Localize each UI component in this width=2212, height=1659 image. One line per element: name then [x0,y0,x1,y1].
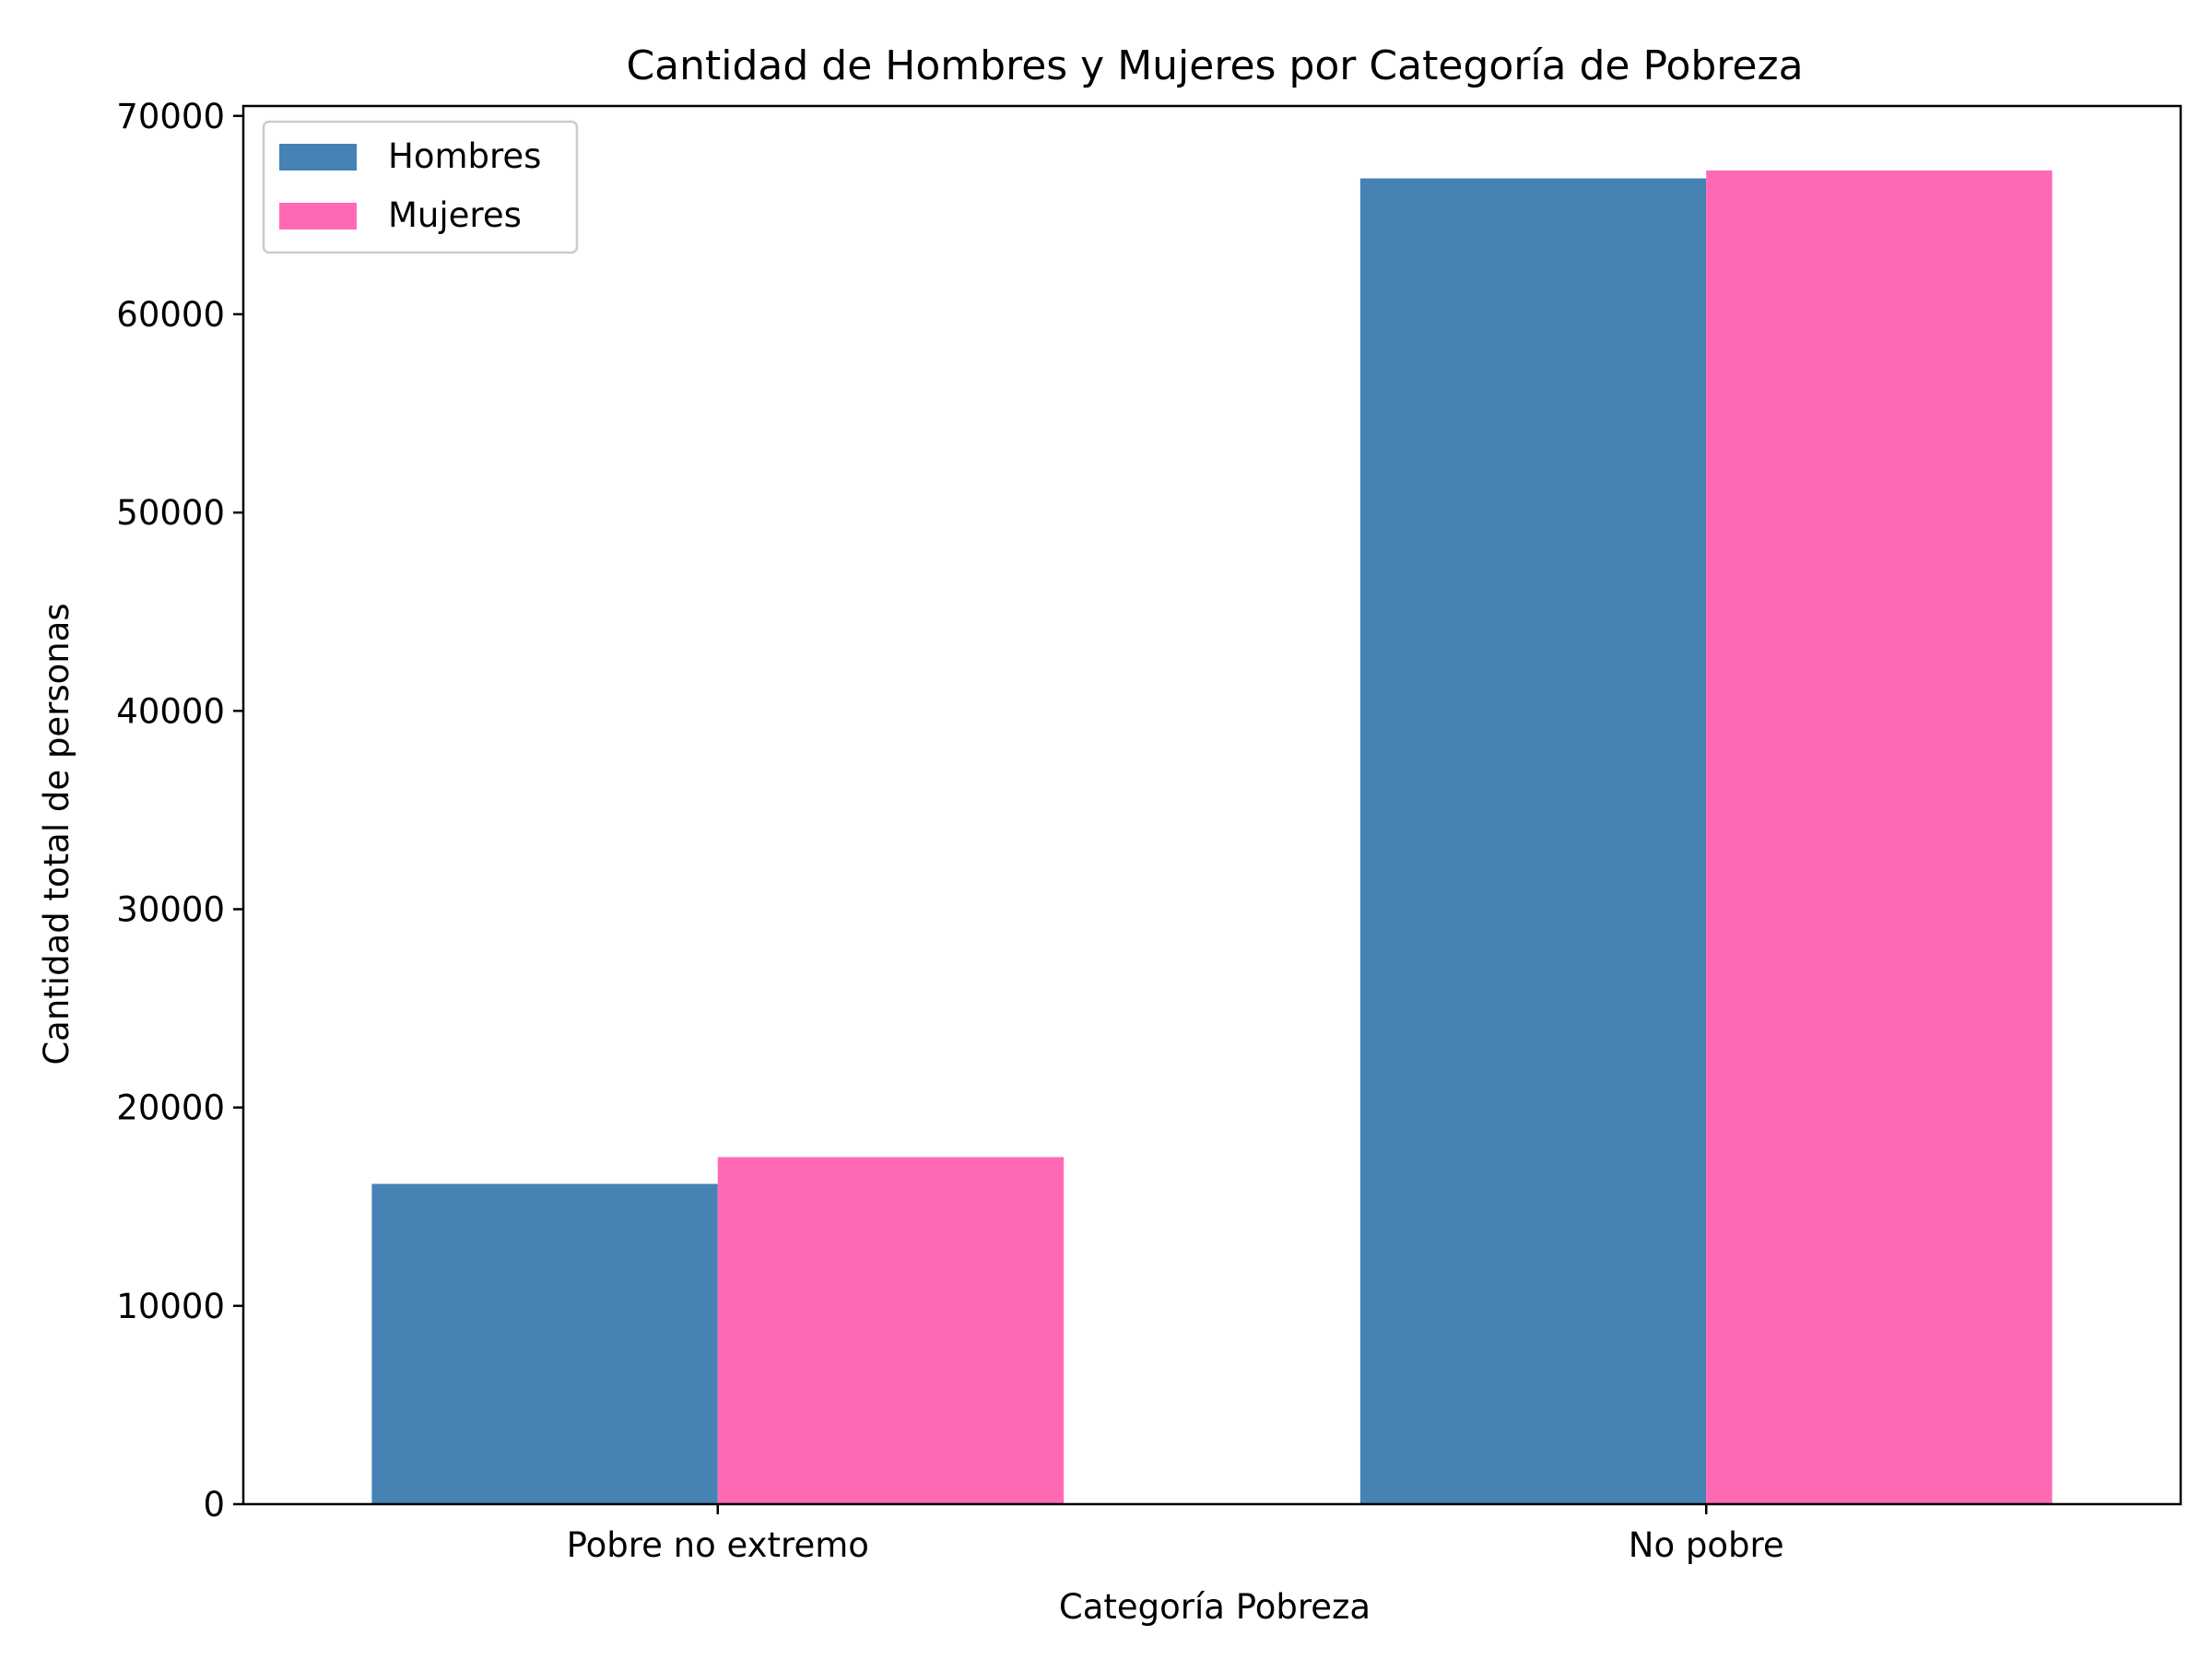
x-tick-label: Pobre no extremo [567,1525,869,1565]
bar-hombres-1 [1359,178,1707,1505]
plot-frame [241,104,2183,1506]
plot-area: 0 10000 20000 30000 40000 50000 60000 70000 Pobr… [116,97,2183,1565]
bar-mujeres-0 [717,1157,1065,1504]
bar-hombres-0 [371,1183,718,1504]
legend-swatch-hombres [279,144,357,171]
y-tick-label: 60000 [116,295,225,335]
y-tick-label: 20000 [116,1088,225,1128]
y-tick-label: 70000 [116,97,225,136]
y-tick-label: 10000 [116,1287,225,1326]
y-tick-label: 50000 [116,493,225,533]
y-tick-label: 0 [203,1485,225,1524]
legend: Hombres Mujeres [262,120,579,254]
chart-title: Cantidad de Hombres y Mujeres por Catego… [626,42,1803,89]
x-axis-label: Categoría Pobreza [1059,1587,1371,1627]
bar-mujeres-1 [1706,170,2053,1504]
x-tick-label: No pobre [1629,1525,1784,1565]
y-axis-label: Cantidad total de personas [37,603,76,1065]
y-tick-label: 30000 [116,889,225,929]
y-tick-label: 40000 [116,691,225,731]
legend-swatch-mujeres [279,203,357,229]
legend-label-hombres: Hombres [388,136,541,176]
legend-label-mujeres: Mujeres [388,195,522,235]
